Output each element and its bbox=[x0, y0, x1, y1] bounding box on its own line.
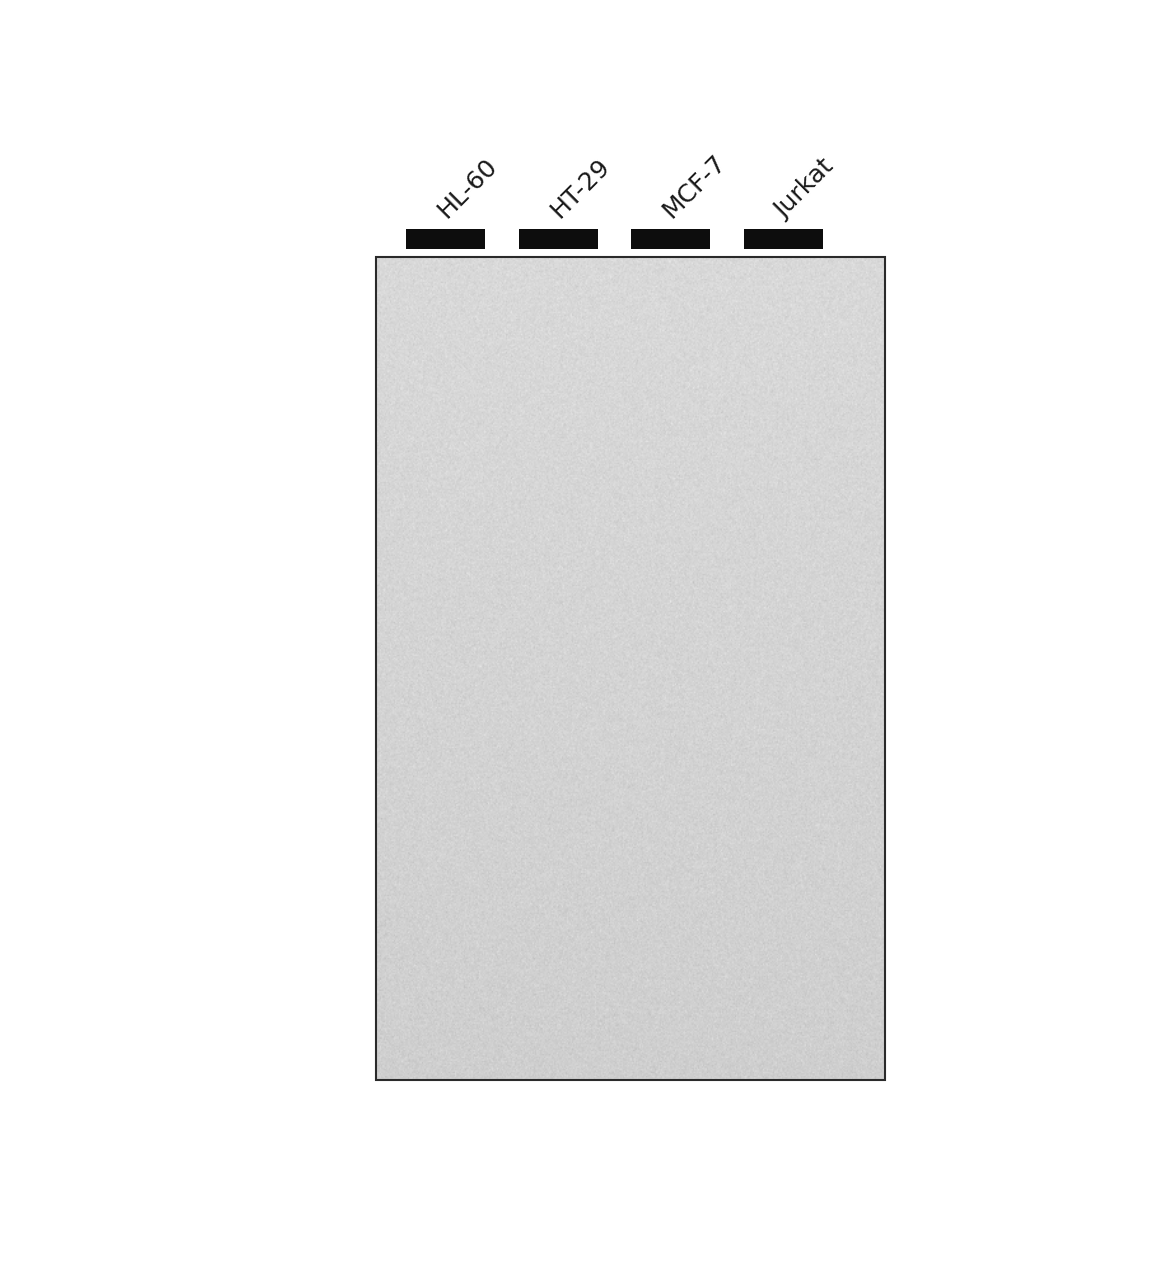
Text: HT-29: HT-29 bbox=[546, 154, 614, 223]
Text: MCF-7: MCF-7 bbox=[658, 150, 730, 223]
Bar bbox=[407, 229, 485, 250]
Text: Jurkat: Jurkat bbox=[771, 154, 839, 223]
Bar bbox=[376, 257, 885, 1080]
Bar bbox=[631, 229, 710, 250]
Text: HL-60: HL-60 bbox=[433, 154, 502, 223]
Bar bbox=[518, 229, 598, 250]
Bar bbox=[744, 229, 823, 250]
